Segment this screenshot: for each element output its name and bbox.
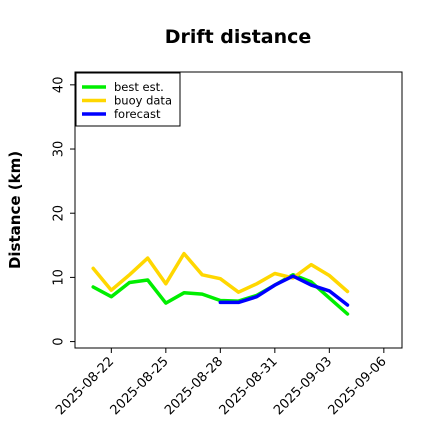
legend-label: forecast: [114, 107, 161, 121]
series-line-forecast: [218, 274, 350, 307]
chart-title: Drift distance: [165, 26, 312, 48]
legend-label: buoy data: [114, 94, 172, 108]
plot-frame: [74, 71, 403, 349]
series-line-buoy-data: [91, 251, 350, 294]
y-tick-label: 0: [52, 337, 67, 345]
y-tick-label: 10: [52, 269, 67, 286]
axis-layer: 0102030402025-08-222025-08-252025-08-282…: [52, 77, 390, 419]
y-axis-label: Distance (km): [6, 151, 24, 269]
y-tick-label: 30: [52, 141, 67, 158]
x-tick-label: 2025-09-06: [326, 354, 390, 418]
legend-label: best est.: [114, 80, 164, 94]
series-layer: [91, 251, 350, 316]
y-tick-label: 20: [52, 205, 67, 222]
y-tick-label: 40: [52, 77, 67, 94]
series-line-best-est-: [91, 273, 350, 316]
